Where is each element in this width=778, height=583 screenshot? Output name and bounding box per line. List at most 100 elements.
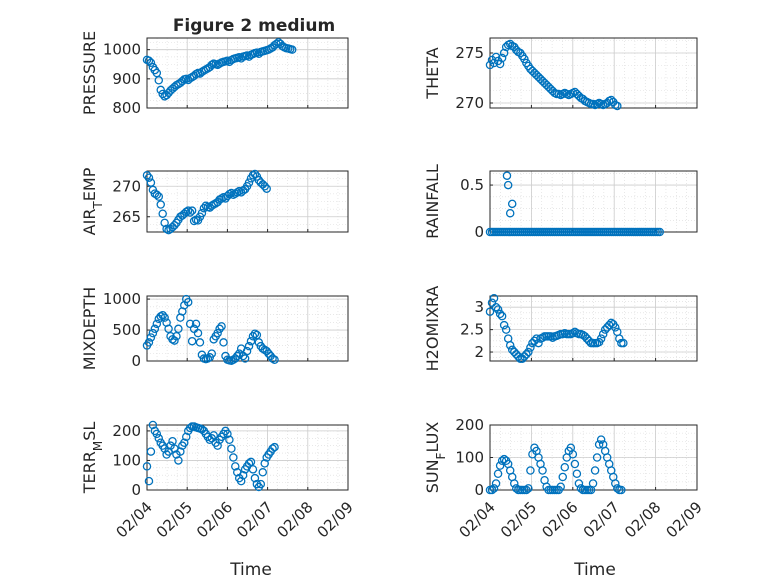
y-tick-label: 900: [112, 70, 141, 88]
data-point: [158, 209, 167, 218]
data-point: [260, 459, 269, 468]
data-point: [522, 485, 531, 495]
data-point: [234, 186, 244, 196]
data-point: [148, 328, 158, 338]
y-tick-label: 2: [474, 343, 484, 361]
data-point: [522, 350, 531, 359]
data-point: [148, 420, 158, 430]
data-point: [520, 54, 529, 64]
data-point: [588, 479, 598, 488]
data-point: [248, 331, 258, 341]
data-point: [174, 456, 183, 465]
y-tick-label: 200: [112, 422, 141, 440]
data-point: [154, 76, 164, 85]
data-point: [150, 324, 160, 334]
data-point: [154, 434, 164, 443]
y-axis-label: MIXDEPTH: [80, 287, 99, 370]
data-point: [146, 447, 156, 456]
data-point: [574, 479, 584, 488]
data-point: [248, 465, 258, 474]
y-axis-label-subscript: T: [91, 201, 105, 210]
axes-border: [489, 424, 698, 491]
x-tick-label: 02/05: [497, 498, 540, 541]
data-point: [570, 459, 580, 469]
x-tick-label: 02/04: [456, 498, 499, 541]
data-point: [611, 479, 620, 488]
data-point: [156, 85, 165, 95]
data-point: [256, 479, 266, 489]
y-axis-label: RAINFALL: [423, 164, 442, 239]
y-tick-label: 265: [112, 208, 141, 226]
y-tick-label: 100: [455, 449, 484, 467]
x-tick-label: 02/07: [580, 498, 623, 541]
y-axis-label-tail: EMP: [80, 167, 99, 201]
data-point: [213, 441, 222, 450]
data-point: [590, 466, 600, 475]
data-point: [223, 429, 232, 439]
data-point: [524, 484, 533, 493]
data-point: [154, 192, 164, 201]
axes-border: [146, 170, 349, 233]
data-point: [238, 470, 248, 480]
data-point: [493, 469, 503, 478]
data-point: [485, 60, 495, 70]
data-point: [225, 189, 234, 199]
data-point: [613, 484, 622, 493]
data-point: [592, 453, 602, 462]
data-point: [176, 447, 185, 456]
data-point: [209, 431, 218, 440]
y-tick-label: 1000: [103, 41, 141, 59]
data-point: [270, 355, 279, 365]
data-point: [181, 207, 191, 217]
data-point: [505, 341, 515, 350]
data-point: [195, 338, 205, 347]
data-point: [489, 293, 499, 303]
data-point: [174, 324, 183, 334]
data-point: [491, 52, 501, 62]
axes-border: [146, 37, 349, 109]
y-tick-label: 0.5: [460, 176, 484, 194]
data-point: [240, 354, 250, 363]
data-point: [526, 343, 535, 352]
data-point: [144, 476, 154, 486]
y-tick-label: 270: [455, 94, 484, 112]
y-axis-label: AIRTEMP: [80, 167, 105, 235]
data-point: [503, 180, 513, 190]
y-tick-label: 500: [112, 321, 141, 339]
data-point: [242, 346, 252, 356]
y-tick-label: 3: [474, 298, 484, 316]
data-point: [606, 95, 616, 105]
y-axis-label: PRESSURE: [80, 31, 99, 115]
data-point: [164, 324, 173, 334]
data-point: [146, 333, 156, 342]
data-point: [611, 323, 620, 332]
y-axis-label: H2OMIXRA: [423, 286, 442, 372]
data-point: [507, 199, 517, 209]
data-point: [144, 56, 154, 66]
data-point: [158, 310, 167, 320]
data-point: [227, 188, 236, 198]
y-axis-label-main: TERR: [80, 451, 99, 494]
data-point: [146, 58, 156, 68]
data-point: [152, 429, 162, 439]
data-point: [248, 171, 258, 180]
axes-frame: [489, 37, 698, 109]
data-point: [532, 334, 541, 343]
y-tick-label: 100: [112, 451, 141, 469]
data-point: [183, 206, 193, 215]
data-point: [489, 484, 499, 493]
x-tick-label: 02/06: [193, 498, 236, 541]
data-point: [193, 328, 203, 338]
data-point: [183, 297, 193, 307]
axes-rainfall: 0 0.5 RAINFALL: [423, 164, 698, 241]
axes-sun_flux: 0 100 200 SUNFLUX 02/0402/0502/0602/0702/080…: [423, 416, 706, 541]
data-point: [526, 466, 535, 475]
data-point: [514, 352, 523, 361]
data-point: [576, 484, 586, 493]
data-point: [170, 336, 179, 345]
data-point: [191, 319, 201, 329]
data-point: [502, 171, 512, 180]
x-tick-label: 02/09: [314, 498, 357, 541]
data-point: [495, 461, 505, 470]
